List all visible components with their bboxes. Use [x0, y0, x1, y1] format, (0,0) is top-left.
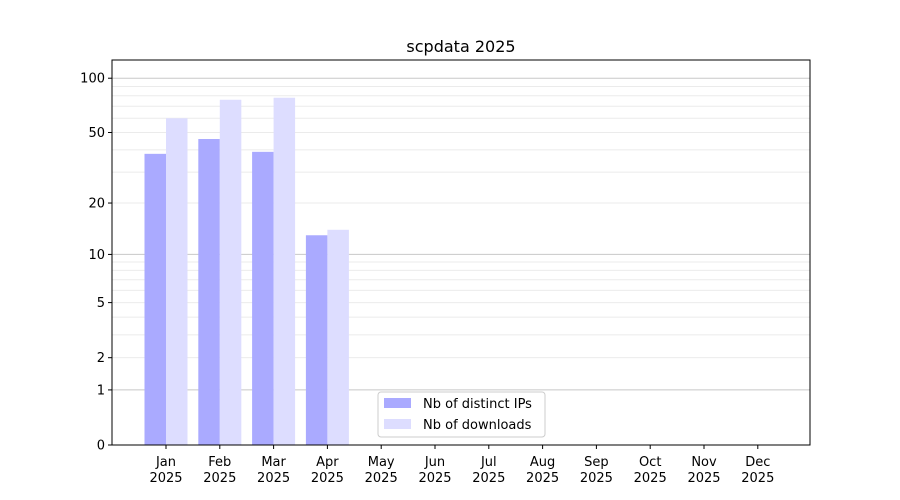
bar-downloads: [327, 229, 349, 445]
x-tick-label-month: Jan: [155, 455, 176, 470]
bar-distinct-ips: [305, 235, 328, 445]
y-tick-label: 50: [88, 126, 105, 141]
y-tick-label: 0: [97, 439, 105, 454]
legend-box: [377, 391, 546, 438]
x-tick-label-year: 2025: [203, 471, 236, 486]
x-tick-label-year: 2025: [418, 471, 451, 486]
x-tick-label-month: Aug: [530, 455, 555, 470]
y-tick-label: 2: [97, 351, 105, 366]
bar-distinct-ips: [144, 153, 166, 445]
y-tick-label: 20: [88, 197, 105, 212]
plot-frame: [111, 59, 811, 446]
x-tick-label-month: Dec: [745, 455, 770, 470]
x-tick-label-year: 2025: [634, 471, 667, 486]
y-tick-label: 5: [97, 296, 105, 311]
bars: [144, 97, 349, 446]
x-tick-label-year: 2025: [526, 471, 559, 486]
y-tick-label: 100: [80, 72, 105, 87]
x-tick-label-year: 2025: [580, 471, 613, 486]
bar-distinct-ips: [198, 139, 220, 445]
y-tick-label: 10: [88, 248, 105, 263]
x-tick-label-year: 2025: [741, 471, 774, 486]
x-tick-label-month: Sep: [584, 455, 609, 470]
x-tick-label-month: Nov: [691, 455, 717, 470]
bar-downloads: [273, 97, 296, 445]
legend: Nb of distinct IPs Nb of downloads: [377, 391, 546, 438]
bar-distinct-ips: [252, 151, 274, 445]
x-tick-label-year: 2025: [687, 471, 720, 486]
x-tick-label-month: Oct: [639, 455, 661, 470]
x-tick-label-year: 2025: [365, 471, 398, 486]
x-tick-label-year: 2025: [149, 471, 182, 486]
x-tick-label-month: Jun: [424, 455, 445, 470]
x-axis: Jan2025Feb2025Mar2025Apr2025May2025Jun20…: [149, 445, 774, 486]
x-tick-label-year: 2025: [472, 471, 505, 486]
chart-title: scpdata 2025: [406, 37, 515, 56]
x-tick-label-year: 2025: [257, 471, 290, 486]
x-tick-label-month: Jul: [480, 455, 497, 470]
x-tick-label-year: 2025: [311, 471, 344, 486]
x-tick-label-month: Mar: [261, 455, 286, 470]
x-tick-label-month: May: [368, 455, 395, 470]
y-axis: 0 1 2 5 10 20 50 100: [80, 72, 112, 454]
x-tick-label-month: Apr: [316, 455, 339, 470]
y-tick-label: 1: [97, 383, 105, 398]
legend-swatch: [384, 419, 411, 429]
legend-label: Nb of downloads: [423, 418, 532, 433]
bar-downloads: [166, 118, 188, 445]
x-tick-label-month: Feb: [208, 455, 231, 470]
legend-swatch: [384, 398, 411, 408]
legend-label: Nb of distinct IPs: [423, 397, 532, 412]
bar-downloads: [219, 99, 242, 446]
